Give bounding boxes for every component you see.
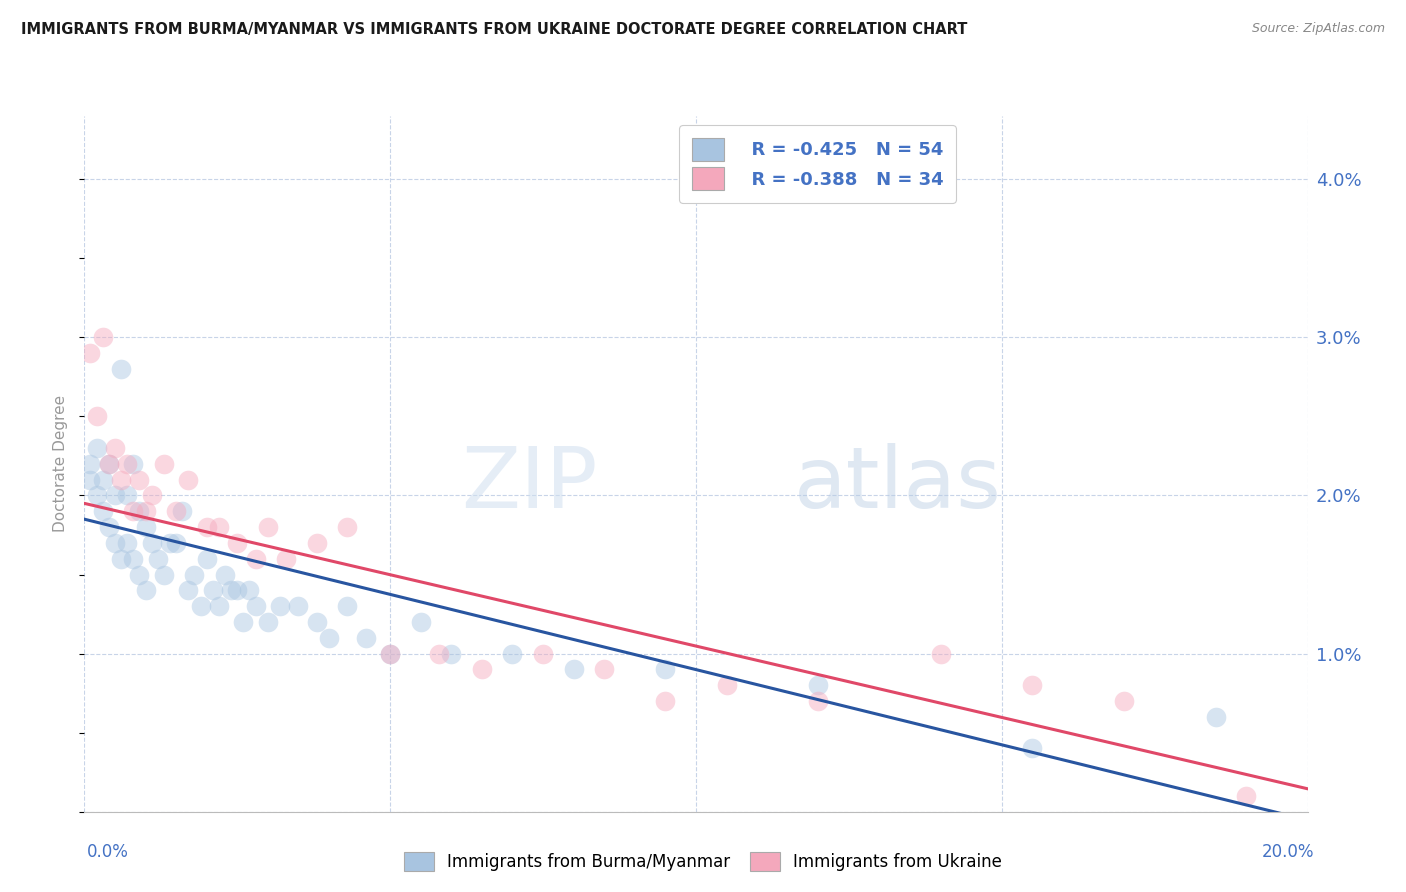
- Text: Source: ZipAtlas.com: Source: ZipAtlas.com: [1251, 22, 1385, 36]
- Point: [305, 536, 328, 550]
- Point: [208, 599, 231, 614]
- Point: [128, 567, 150, 582]
- Point: [104, 488, 127, 502]
- Point: [929, 647, 952, 661]
- Point: [146, 551, 169, 566]
- Point: [86, 441, 108, 455]
- Text: atlas: atlas: [794, 443, 1002, 526]
- Point: [336, 599, 359, 614]
- Point: [177, 473, 200, 487]
- Point: [232, 615, 254, 629]
- Point: [502, 647, 524, 661]
- Point: [104, 536, 127, 550]
- Point: [165, 536, 187, 550]
- Point: [122, 551, 145, 566]
- Point: [141, 536, 163, 550]
- Point: [91, 473, 114, 487]
- Point: [1021, 678, 1043, 692]
- Point: [135, 583, 157, 598]
- Point: [257, 520, 280, 534]
- Point: [195, 551, 218, 566]
- Point: [122, 457, 145, 471]
- Point: [97, 520, 120, 534]
- Point: [318, 631, 340, 645]
- Point: [269, 599, 291, 614]
- Point: [115, 536, 138, 550]
- Point: [79, 457, 101, 471]
- Point: [1021, 741, 1043, 756]
- Point: [153, 457, 176, 471]
- Point: [807, 694, 830, 708]
- Point: [531, 647, 554, 661]
- Point: [245, 551, 267, 566]
- Point: [305, 615, 328, 629]
- Point: [91, 504, 114, 518]
- Point: [654, 694, 676, 708]
- Point: [97, 457, 120, 471]
- Point: [183, 567, 205, 582]
- Point: [807, 678, 830, 692]
- Point: [195, 520, 218, 534]
- Legend: Immigrants from Burma/Myanmar, Immigrants from Ukraine: Immigrants from Burma/Myanmar, Immigrant…: [395, 843, 1011, 880]
- Point: [177, 583, 200, 598]
- Point: [208, 520, 231, 534]
- Point: [245, 599, 267, 614]
- Point: [79, 346, 101, 360]
- Point: [135, 504, 157, 518]
- Point: [214, 567, 236, 582]
- Point: [562, 662, 585, 676]
- Point: [86, 409, 108, 424]
- Point: [1236, 789, 1258, 803]
- Point: [110, 473, 132, 487]
- Point: [440, 647, 463, 661]
- Point: [354, 631, 377, 645]
- Point: [226, 536, 249, 550]
- Point: [172, 504, 194, 518]
- Point: [380, 647, 402, 661]
- Point: [110, 362, 132, 376]
- Point: [276, 551, 298, 566]
- Point: [257, 615, 280, 629]
- Point: [91, 330, 114, 344]
- Point: [427, 647, 450, 661]
- Point: [110, 551, 132, 566]
- Text: 0.0%: 0.0%: [87, 843, 129, 861]
- Point: [190, 599, 212, 614]
- Point: [86, 488, 108, 502]
- Point: [380, 647, 402, 661]
- Point: [115, 488, 138, 502]
- Point: [104, 441, 127, 455]
- Point: [141, 488, 163, 502]
- Legend:   R = -0.425   N = 54,   R = -0.388   N = 34: R = -0.425 N = 54, R = -0.388 N = 34: [679, 125, 956, 203]
- Point: [1205, 710, 1227, 724]
- Text: 20.0%: 20.0%: [1263, 843, 1315, 861]
- Point: [593, 662, 616, 676]
- Point: [336, 520, 359, 534]
- Text: IMMIGRANTS FROM BURMA/MYANMAR VS IMMIGRANTS FROM UKRAINE DOCTORATE DEGREE CORREL: IMMIGRANTS FROM BURMA/MYANMAR VS IMMIGRA…: [21, 22, 967, 37]
- Text: ZIP: ZIP: [461, 443, 598, 526]
- Point: [128, 473, 150, 487]
- Point: [135, 520, 157, 534]
- Point: [159, 536, 181, 550]
- Point: [115, 457, 138, 471]
- Point: [238, 583, 260, 598]
- Point: [471, 662, 494, 676]
- Point: [287, 599, 309, 614]
- Point: [226, 583, 249, 598]
- Point: [153, 567, 176, 582]
- Point: [1114, 694, 1136, 708]
- Point: [201, 583, 224, 598]
- Point: [122, 504, 145, 518]
- Point: [219, 583, 242, 598]
- Point: [165, 504, 187, 518]
- Point: [716, 678, 738, 692]
- Point: [654, 662, 676, 676]
- Point: [97, 457, 120, 471]
- Point: [79, 473, 101, 487]
- Point: [128, 504, 150, 518]
- Point: [409, 615, 432, 629]
- Y-axis label: Doctorate Degree: Doctorate Degree: [53, 395, 69, 533]
